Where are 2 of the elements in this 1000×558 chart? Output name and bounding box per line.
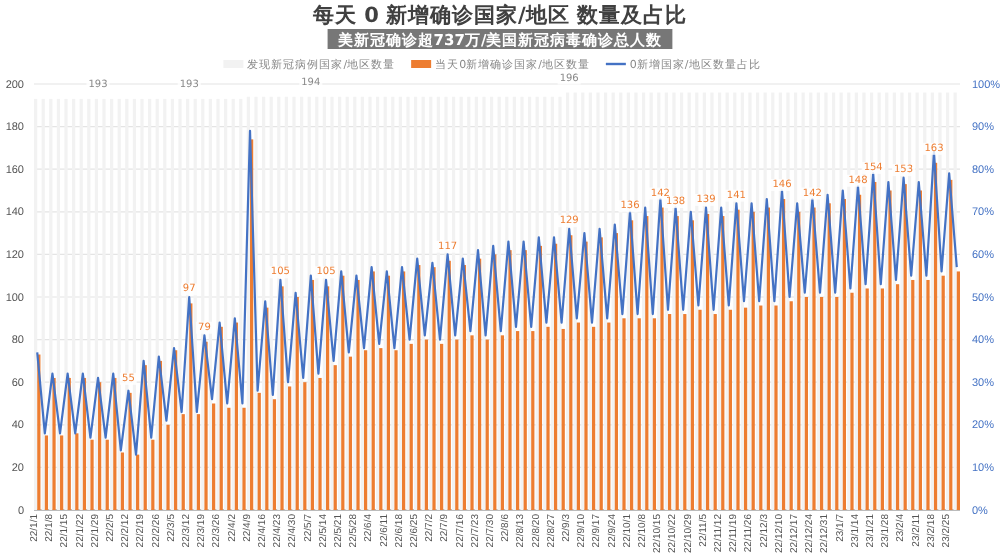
line-series xyxy=(36,129,958,456)
chart-title: 每天 0 新增确诊国家/地区 数量及占比 xyxy=(310,2,688,28)
